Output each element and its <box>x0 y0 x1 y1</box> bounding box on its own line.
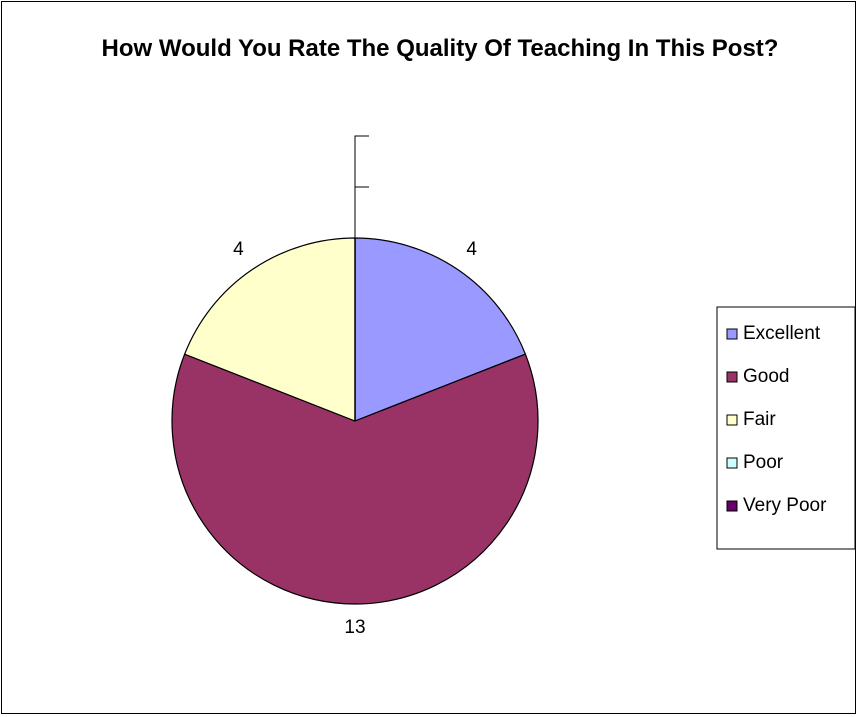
data-label: 13 <box>344 617 365 638</box>
legend-label: Poor <box>743 452 784 473</box>
data-label: 4 <box>233 239 244 260</box>
legend-swatch <box>726 328 738 340</box>
legend-swatch <box>726 414 738 426</box>
legend-label: Good <box>743 366 789 387</box>
legend-swatch <box>726 371 738 383</box>
legend-label: Fair <box>743 409 776 430</box>
pie-slice <box>183 237 356 422</box>
pie-slice <box>354 237 527 422</box>
leader-line <box>354 135 369 238</box>
legend-swatch <box>726 500 738 512</box>
legend-label: Very Poor <box>743 495 827 516</box>
legend-swatch <box>726 457 738 469</box>
pie-slice <box>171 353 539 605</box>
leader-line <box>354 186 369 238</box>
legend-label: Excellent <box>743 323 821 344</box>
legend-box <box>716 306 856 550</box>
data-label: 4 <box>466 239 477 260</box>
chart-title: How Would You Rate The Quality Of Teachi… <box>101 35 779 62</box>
